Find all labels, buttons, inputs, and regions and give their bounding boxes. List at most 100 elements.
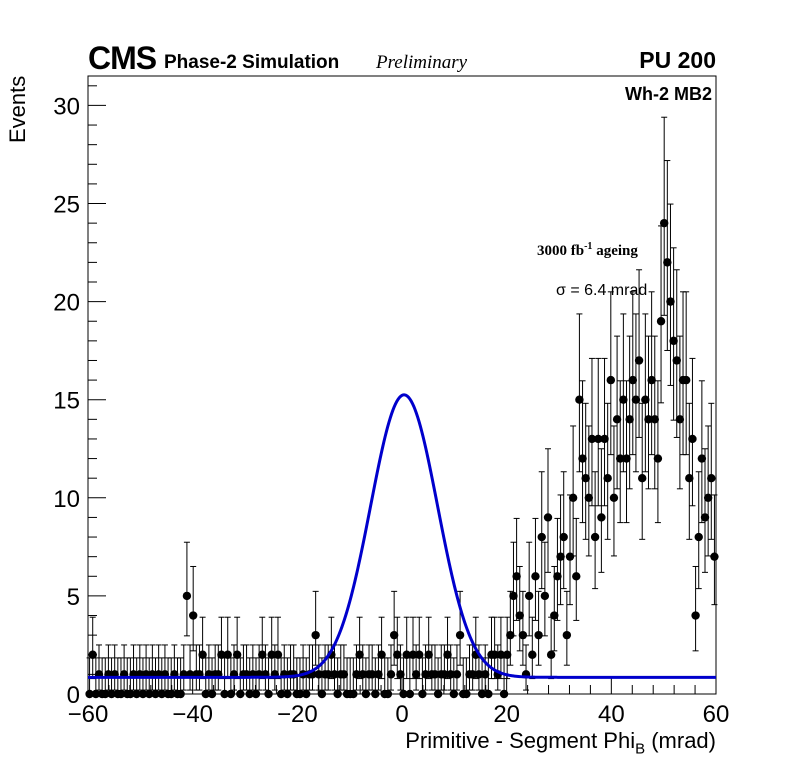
- data-point: [584, 493, 594, 503]
- cms-logo: CMS: [88, 40, 157, 76]
- data-point: [389, 630, 399, 640]
- data-point: [223, 650, 232, 659]
- data-point: [672, 356, 681, 365]
- data-point: [314, 670, 323, 679]
- data-point: [361, 689, 371, 699]
- data-point: [590, 532, 600, 542]
- data-point: [408, 650, 418, 659]
- data-point: [151, 689, 160, 699]
- data-point: [691, 611, 700, 620]
- data-point: [276, 689, 286, 699]
- data-point: [217, 650, 226, 659]
- data-point: [625, 415, 634, 424]
- x-tick-label: −40: [172, 701, 213, 728]
- data-point: [703, 493, 713, 503]
- data-point: [145, 689, 154, 699]
- pileup-label: PU 200: [639, 47, 716, 73]
- data-point: [393, 650, 402, 659]
- data-point: [568, 493, 578, 503]
- data-point: [245, 689, 254, 699]
- data-point: [490, 650, 499, 659]
- data-point: [644, 415, 653, 424]
- data-point: [537, 532, 546, 542]
- data-point: [273, 650, 283, 659]
- data-point: [572, 572, 581, 581]
- data-point: [600, 434, 609, 444]
- data-point: [688, 434, 697, 444]
- data-point: [116, 689, 126, 699]
- data-point: [484, 689, 493, 699]
- x-axis-title-main: Primitive - Segment Phi: [405, 728, 636, 753]
- data-point: [685, 473, 694, 483]
- data-point: [578, 454, 587, 463]
- data-point: [339, 670, 349, 679]
- y-axis-title: Events: [5, 75, 30, 143]
- data-point: [91, 689, 101, 699]
- data-point: [512, 572, 521, 581]
- plot-frame: [87, 75, 717, 695]
- data-point: [405, 689, 415, 699]
- data-point: [443, 650, 452, 659]
- data-point: [631, 395, 641, 404]
- data-point: [167, 689, 176, 699]
- data-point: [352, 670, 361, 679]
- x-axis-title-sub: B: [635, 740, 646, 758]
- data-point: [374, 670, 383, 679]
- ageing-exponent: -1: [584, 241, 593, 252]
- data-point: [207, 689, 217, 699]
- ageing-annotation: 3000 fb-1 ageing: [537, 241, 638, 260]
- data-point: [669, 336, 678, 346]
- x-tick-label: −20: [277, 701, 318, 728]
- data-point: [506, 630, 515, 640]
- data-point: [452, 670, 462, 679]
- data-point: [634, 356, 644, 365]
- y-tick-label: 0: [67, 682, 80, 709]
- data-point: [383, 689, 393, 699]
- data-point: [138, 689, 148, 699]
- data-point: [367, 670, 377, 679]
- data-point: [402, 650, 411, 659]
- data-point: [619, 395, 628, 404]
- data-point: [594, 434, 603, 444]
- data-point: [411, 670, 421, 679]
- data-point: [700, 513, 710, 522]
- data-point: [317, 689, 327, 699]
- data-point: [641, 395, 650, 404]
- data-point: [543, 513, 553, 522]
- data-point: [675, 415, 685, 424]
- data-point: [433, 689, 443, 699]
- ageing-value: 3000 fb: [537, 243, 585, 259]
- data-point: [157, 689, 166, 699]
- data-point: [550, 611, 559, 620]
- data-point: [101, 689, 110, 699]
- data-point: [653, 454, 663, 463]
- data-point: [358, 670, 367, 679]
- x-tick-label: 20: [493, 701, 520, 728]
- y-tick-label: 25: [53, 192, 80, 219]
- data-point: [628, 375, 637, 385]
- error-bars: [86, 116, 718, 694]
- data-point: [474, 670, 484, 679]
- x-axis-tick-labels: −60 −40 −20 0 20 40 60: [68, 701, 730, 728]
- y-tick-label: 30: [53, 93, 80, 120]
- data-point: [697, 454, 707, 463]
- data-point: [264, 689, 273, 699]
- y-tick-label: 5: [67, 584, 80, 611]
- data-point: [455, 630, 465, 640]
- data-point: [251, 689, 261, 699]
- data-point: [399, 689, 408, 699]
- data-point: [440, 670, 449, 679]
- data-point: [311, 630, 320, 640]
- data-point: [295, 689, 305, 699]
- data-point: [462, 689, 471, 699]
- data-point: [562, 630, 572, 640]
- preliminary-label: Preliminary: [376, 52, 468, 73]
- data-point: [468, 670, 477, 679]
- data-point: [531, 572, 540, 581]
- data-point: [421, 670, 430, 679]
- data-point: [575, 395, 584, 404]
- y-axis-tick-labels: 0 5 10 15 20 25 30: [53, 93, 80, 709]
- data-point: [424, 650, 433, 659]
- data-point: [546, 650, 556, 659]
